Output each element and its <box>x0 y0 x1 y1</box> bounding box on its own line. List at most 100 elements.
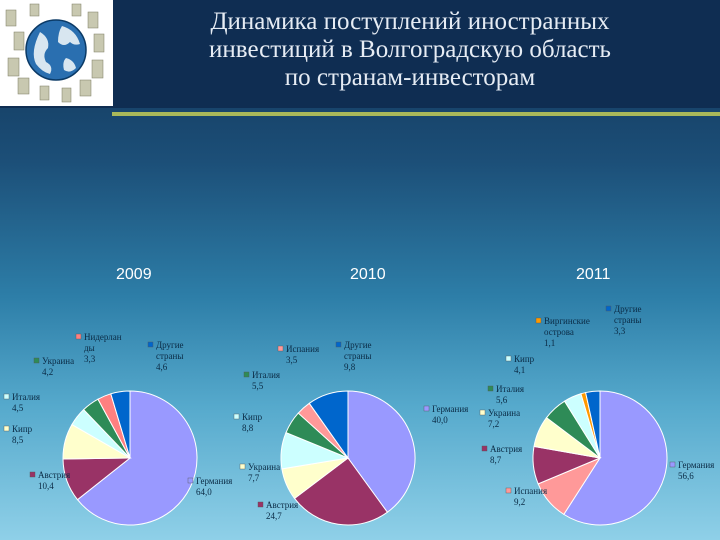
pie-slice-2011-8 <box>585 390 601 459</box>
label-swatch <box>277 345 284 352</box>
label-text: Другие <box>156 340 184 350</box>
pie-slice-2009-1 <box>76 390 198 526</box>
label-swatch <box>3 393 10 400</box>
label-swatch <box>479 409 486 416</box>
label-swatch <box>75 333 82 340</box>
label-text: 5,6 <box>496 395 508 405</box>
label-text: 1,1 <box>544 338 555 348</box>
label-text: 5,5 <box>252 381 264 391</box>
label-text: 56,6 <box>678 471 694 481</box>
label-text: 4,5 <box>12 403 24 413</box>
label-swatch <box>29 471 36 478</box>
year-2011-heading: 2011 <box>576 266 611 283</box>
label-text: 40,0 <box>432 415 448 425</box>
label-swatch <box>505 355 512 362</box>
label-swatch <box>147 341 154 348</box>
label-text: 9,2 <box>514 497 525 507</box>
title-line-2: инвестиций в Волгоградскую область <box>209 36 611 63</box>
label-text: Кипр <box>514 354 535 364</box>
title-divider <box>112 112 720 116</box>
label-swatch <box>335 341 342 348</box>
label-text: Украина <box>42 356 74 366</box>
label-text: 7,2 <box>488 419 499 429</box>
globe-icon <box>5 3 105 103</box>
label-text: Испания <box>514 486 547 496</box>
label-text: Австрия <box>490 444 522 454</box>
globe-logo <box>0 0 113 106</box>
label-swatch <box>605 305 612 312</box>
label-text: Нидерлан <box>84 332 122 342</box>
label-swatch <box>233 413 240 420</box>
pie-slice-2010-1 <box>347 390 416 513</box>
label-swatch <box>535 317 542 324</box>
label-swatch <box>187 477 194 484</box>
pie-slice-2011-1 <box>563 390 668 526</box>
label-swatch <box>487 385 494 392</box>
label-swatch <box>3 425 10 432</box>
label-text: Украина <box>488 408 520 418</box>
label-swatch <box>243 371 250 378</box>
label-text: 24,7 <box>266 511 282 521</box>
slide-title: Динамика поступлений иностранных инвести… <box>120 8 700 92</box>
label-swatch <box>669 461 676 468</box>
year-2010-heading: 2010 <box>350 266 386 283</box>
label-text: 9,8 <box>344 362 356 372</box>
label-text: Италия <box>12 392 40 402</box>
label-text: Украина <box>248 462 280 472</box>
label-text: 3,3 <box>614 326 626 336</box>
pie-slice-2010-7 <box>308 390 349 460</box>
label-text: острова <box>544 327 574 337</box>
label-text: 4,2 <box>42 367 53 377</box>
label-text: ды <box>84 343 95 353</box>
label-swatch <box>505 487 512 494</box>
label-swatch <box>423 405 430 412</box>
label-text: страны <box>614 315 641 325</box>
label-text: 3,3 <box>84 354 96 364</box>
label-text: Германия <box>196 476 232 486</box>
label-text: Виргинские <box>544 316 590 326</box>
header-band <box>0 0 720 108</box>
label-text: Германия <box>678 460 714 470</box>
label-text: страны <box>344 351 371 361</box>
label-text: Другие <box>614 304 642 314</box>
pie-slice-2009-7 <box>110 390 131 459</box>
label-text: Другие <box>344 340 372 350</box>
label-swatch <box>481 445 488 452</box>
label-text: 8,5 <box>12 435 24 445</box>
label-text: 10,4 <box>38 481 54 491</box>
label-swatch <box>257 501 264 508</box>
title-line-1: Динамика поступлений иностранных <box>210 8 610 35</box>
year-2009-heading: 2009 <box>116 266 152 283</box>
label-text: Кипр <box>12 424 33 434</box>
label-swatch <box>239 463 246 470</box>
label-text: 4,6 <box>156 362 168 372</box>
label-text: страны <box>156 351 183 361</box>
label-text: Германия <box>432 404 468 414</box>
label-text: 3,5 <box>286 355 298 365</box>
label-text: Испания <box>286 344 319 354</box>
label-text: Австрия <box>38 470 70 480</box>
label-text: Кипр <box>242 412 263 422</box>
label-text: Италия <box>252 370 280 380</box>
label-text: 8,8 <box>242 423 254 433</box>
